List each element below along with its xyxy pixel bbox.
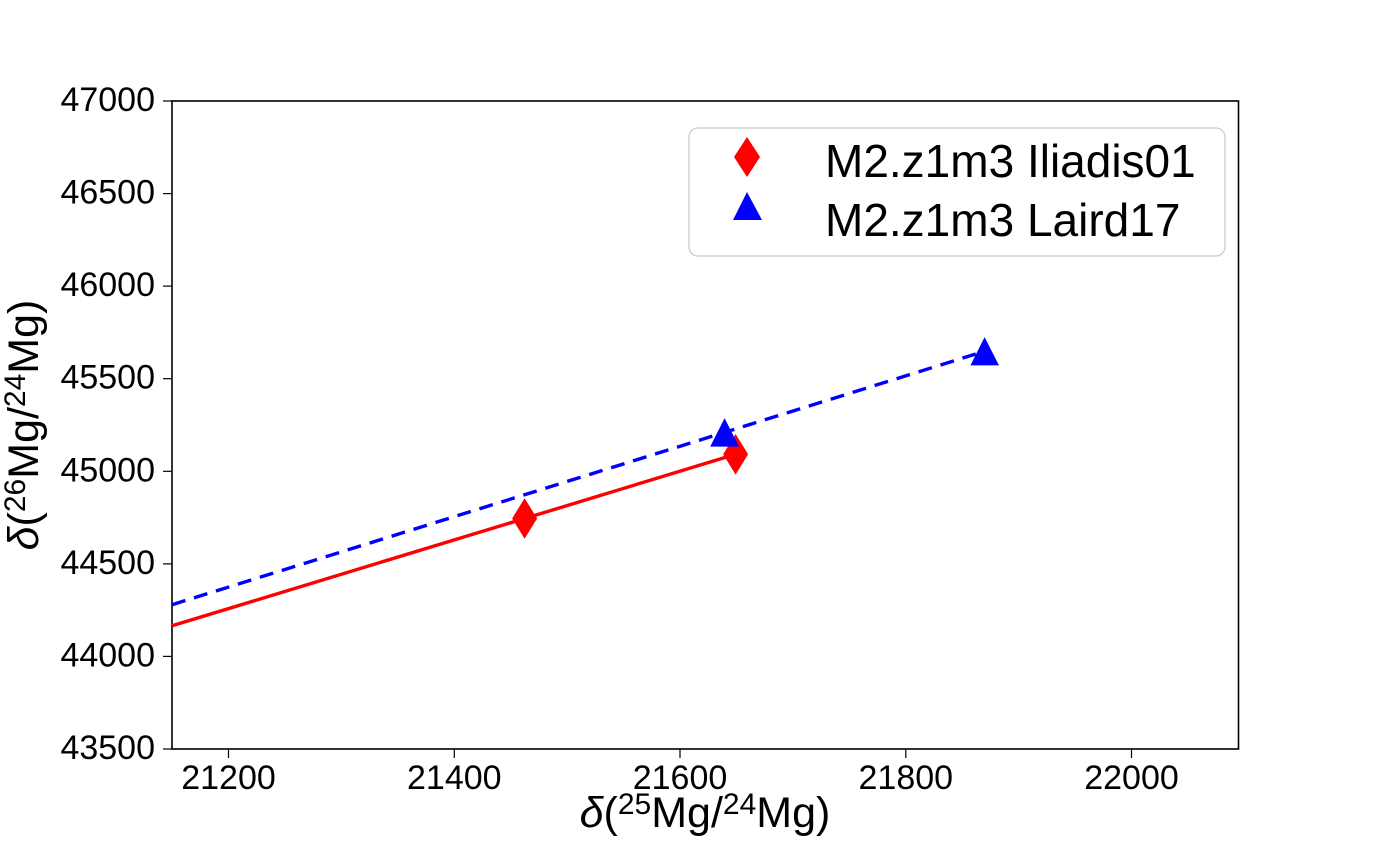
svg-text:46500: 46500 [60,174,155,212]
svg-text:47000: 47000 [60,81,155,119]
svg-text:δ(25Mg/24Mg): δ(25Mg/24Mg) [580,788,831,837]
svg-text:44000: 44000 [60,636,155,674]
svg-text:M2.z1m3 Iliadis01: M2.z1m3 Iliadis01 [825,135,1196,187]
svg-text:45500: 45500 [60,359,155,397]
svg-text:21200: 21200 [181,759,276,797]
svg-text:M2.z1m3 Laird17: M2.z1m3 Laird17 [825,194,1180,246]
svg-text:45000: 45000 [60,451,155,489]
svg-text:21800: 21800 [859,759,954,797]
svg-text:21400: 21400 [407,759,502,797]
svg-text:43500: 43500 [60,729,155,767]
svg-text:46000: 46000 [60,266,155,304]
svg-text:44500: 44500 [60,544,155,582]
svg-text:22000: 22000 [1084,759,1179,797]
svg-text:δ(26Mg/24Mg): δ(26Mg/24Mg) [0,300,48,551]
